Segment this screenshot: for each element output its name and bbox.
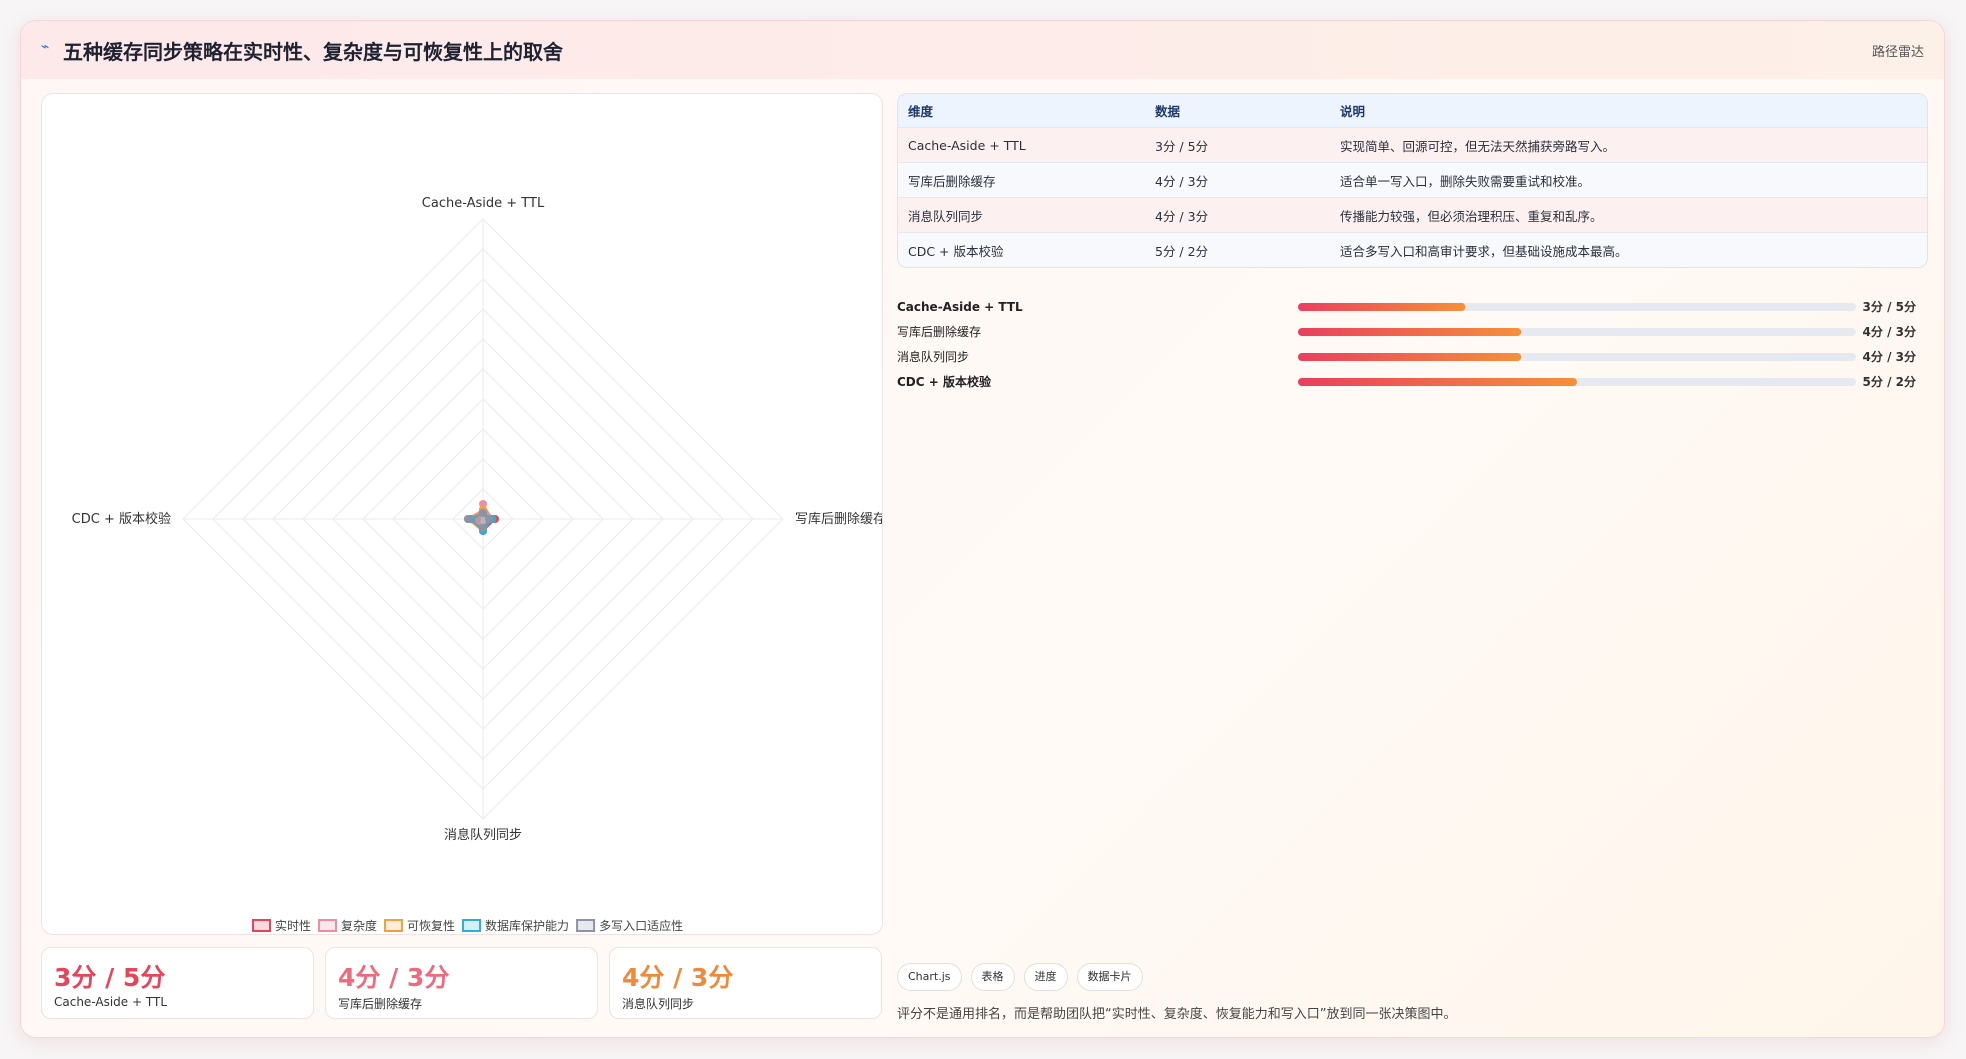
legend-item: 可恢复性 (384, 919, 455, 933)
legend-item: 实时性 (252, 918, 311, 933)
table-cell: 4分 / 3分 (1145, 197, 1330, 232)
table-cell: Cache-Aside + TTL (898, 127, 1145, 162)
bar-value-label: 4分 / 3分 (1863, 324, 1916, 339)
table-cell: CDC + 版本校验 (898, 232, 1145, 267)
column-header: 维度 (898, 94, 1145, 127)
card-label: 写库后删除缓存 (338, 997, 423, 1011)
radar-point (464, 515, 472, 523)
card-value: 4分 / 3分 (622, 963, 734, 992)
table-row: 消息队列同步 4分 / 3分 传播能力较强，但必须治理积压、重复和乱序。 (898, 197, 1927, 232)
table-row: 写库后删除缓存 4分 / 3分 适合单一写入口，删除失败需要重试和校准。 (898, 162, 1927, 197)
card-label: 消息队列同步 (622, 997, 695, 1011)
card-value: 4分 / 3分 (338, 963, 450, 992)
bar-value-label: 4分 / 3分 (1863, 349, 1916, 364)
stat-card: 4分 / 3分写库后删除缓存 (325, 947, 598, 1019)
header: ⌁ 五种缓存同步策略在实时性、复杂度与可恢复性上的取舍 路径雷达 (21, 21, 1944, 79)
bar-value-label: 5分 / 2分 (1863, 374, 1916, 389)
legend-label: 复杂度 (341, 918, 377, 933)
table-row: CDC + 版本校验 5分 / 2分 适合多写入口和高审计要求，但基础设施成本最高。 (898, 232, 1927, 267)
legend-label: 可恢复性 (407, 919, 455, 933)
axis-label: 写库后删除缓存 (795, 511, 883, 527)
table-row: Cache-Aside + TTL 3分 / 5分 实现简单、回源可控，但无法天然捕… (898, 127, 1927, 162)
legend-swatch (576, 919, 596, 932)
axis-label: Cache-Aside + TTL (422, 196, 545, 211)
chips: Chart.js 表格 进度 数据卡片 (897, 963, 1143, 991)
stat-card: 3分 / 5分 Cache-Aside + TTL (41, 947, 314, 1019)
legend-swatch (318, 919, 338, 932)
radar-point (479, 509, 487, 517)
bar (1298, 303, 1466, 311)
icon: ⌁ (41, 39, 50, 55)
table-header: 维度 数据 说明 (898, 94, 1927, 127)
table-cell: 5分 / 2分 (1145, 232, 1330, 267)
stat-card: 4分 / 3分消息队列同步 (609, 947, 882, 1019)
data-table: 维度 数据 说明 Cache-Aside + TTL 3分 / 5分 实现简单、回源可控，… (897, 93, 1928, 268)
axis-label: 消息队列同步 (444, 827, 522, 843)
legend-label: 数据库保护能力 (485, 918, 569, 933)
table-body: Cache-Aside + TTL 3分 / 5分 实现简单、回源可控，但无法天然捕… (898, 127, 1927, 267)
radar-point (485, 515, 493, 523)
table-cell: 实现简单、回源可控，但无法天然捕获旁路写入。 (1330, 127, 1927, 162)
chip: 数据卡片 (1076, 963, 1143, 991)
card-label: Cache-Aside + TTL (54, 995, 167, 1009)
bar-value-label: 3分 / 5分 (1863, 299, 1916, 314)
badge: 路径雷达 (1871, 45, 1924, 60)
radar-point (479, 500, 487, 508)
table-cell: 适合单一写入口，删除失败需要重试和校准。 (1330, 162, 1927, 197)
chip: 表格 (970, 963, 1015, 991)
legend-swatch (384, 919, 404, 932)
table-cell: 4分 / 3分 (1145, 162, 1330, 197)
axis-label: CDC + 版本校验 (72, 511, 171, 527)
legend-label: 多写入口适应性 (599, 918, 683, 933)
column-header: 说明 (1330, 94, 1927, 127)
chip: 进度 (1023, 963, 1068, 991)
radar-point (479, 524, 487, 532)
table-cell: 消息队列同步 (898, 197, 1145, 232)
title: 五种缓存同步策略在实时性、复杂度与可恢复性上的取舍 (63, 40, 563, 64)
table-cell: 传播能力较强，但必须治理积压、重复和乱序。 (1330, 197, 1927, 232)
bar (1298, 328, 1522, 336)
table-cell: 3分 / 5分 (1145, 127, 1330, 162)
bar-label: 消息队列同步 (897, 349, 969, 364)
bar-label: CDC + 版本校验 (897, 374, 992, 389)
card-value: 3分 / 5分 (54, 963, 166, 992)
bar (1298, 378, 1577, 386)
bar-label: 写库后删除缓存 (897, 324, 981, 339)
dashboard: ⌁ 五种缓存同步策略在实时性、复杂度与可恢复性上的取舍 路径雷达 Cache-A… (20, 20, 1945, 1038)
chip: Chart.js (897, 963, 962, 991)
bar (1298, 353, 1522, 361)
bar-label: Cache-Aside + TTL (897, 300, 1023, 314)
legend-swatch (462, 919, 482, 932)
legend-swatch (252, 919, 271, 932)
legend-item: 多写入口适应性 (576, 918, 683, 933)
legend-item: 复杂度 (318, 918, 377, 933)
column-header: 数据 (1145, 94, 1330, 127)
footer-note: 评分不是通用排名，而是帮助团队把“实时性、复杂度、恢复能力和写入口”放到同一张决… (897, 1007, 1457, 1022)
table-cell: 适合多写入口和高审计要求，但基础设施成本最高。 (1330, 232, 1927, 267)
legend-label: 实时性 (275, 918, 311, 933)
legend-item: 数据库保护能力 (462, 918, 569, 933)
table-cell: 写库后删除缓存 (898, 162, 1145, 197)
